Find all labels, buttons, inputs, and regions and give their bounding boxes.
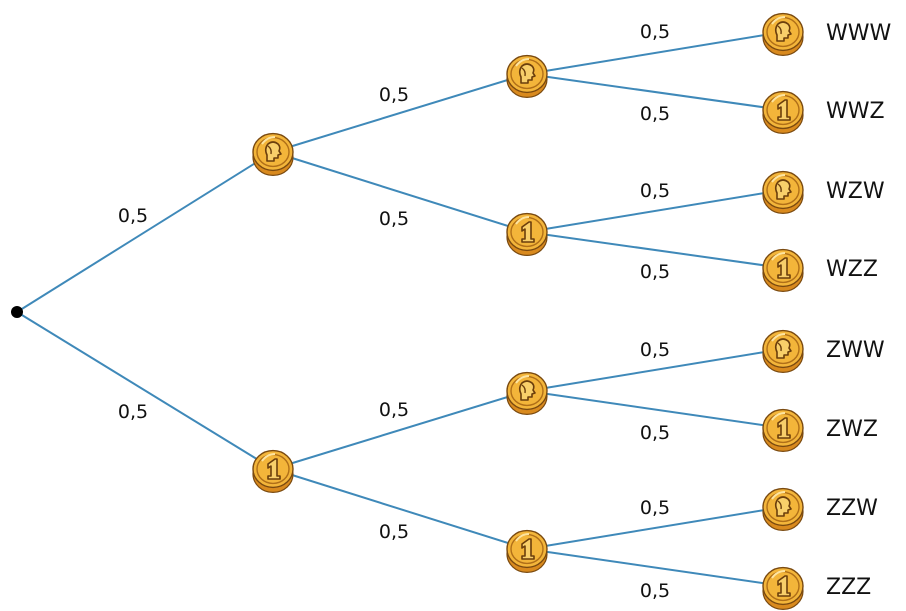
edge-level3-3: [526, 189, 784, 233]
outcome-label-7: ZZW: [826, 496, 878, 521]
outcome-label-2: WWZ: [826, 99, 885, 124]
coin-level2-4: [506, 529, 548, 573]
coin-tails-icon: [521, 538, 535, 560]
outcome-label-8: ZZZ: [826, 575, 871, 600]
root-node: [11, 306, 23, 318]
outcome-label-1: WWW: [826, 21, 892, 46]
edge-level3-1: [526, 31, 784, 75]
coin-tails-icon: [267, 458, 281, 480]
coin-level3-2: [762, 90, 804, 134]
outcome-label-6: ZWZ: [826, 417, 878, 442]
coin-nodes: [252, 12, 804, 610]
edge-level3-6: [526, 390, 784, 429]
outcome-label-4: WZZ: [826, 257, 878, 282]
probability-label-level1-1: 0,5: [118, 205, 148, 227]
coin-level3-1: [762, 12, 804, 56]
probability-label-level3-8: 0,5: [640, 580, 670, 602]
edge-level3-8: [526, 548, 784, 587]
coin-level1-2: [252, 449, 294, 494]
coin-level3-3: [762, 170, 804, 215]
coin-tails-icon: [777, 99, 791, 121]
coin-level3-4: [762, 248, 804, 293]
probability-label-level2-2: 0,5: [379, 208, 409, 230]
edge-level3-4: [526, 231, 784, 269]
coin-level3-5: [762, 329, 804, 374]
coin-level2-2: [506, 212, 548, 257]
coin-level3-7: [762, 487, 804, 532]
edge-level1-1: [16, 151, 274, 313]
coin-level3-8: [762, 566, 804, 610]
edge-level2-4: [272, 468, 528, 550]
coin-level3-6: [762, 408, 804, 453]
coin-heads-icon: [518, 380, 536, 401]
probability-label-level1-2: 0,5: [118, 401, 148, 423]
coin-heads-icon: [774, 179, 792, 200]
probability-label-level2-3: 0,5: [379, 399, 409, 421]
edge-level3-2: [526, 73, 784, 111]
coin-heads-icon: [774, 338, 792, 359]
coin-tails-icon: [777, 257, 791, 279]
coin-heads-icon: [518, 63, 536, 84]
probability-label-level2-4: 0,5: [379, 521, 409, 543]
coin-tails-icon: [777, 417, 791, 439]
probability-label-level3-5: 0,5: [640, 339, 670, 361]
coin-level2-3: [506, 371, 548, 416]
edge-level2-3: [272, 390, 528, 470]
tree-edges: [16, 31, 784, 587]
coin-heads-icon: [264, 141, 282, 162]
probability-label-level3-3: 0,5: [640, 180, 670, 202]
probability-label-level3-1: 0,5: [640, 21, 670, 43]
outcome-label-5: ZWW: [826, 338, 885, 363]
outcome-label-3: WZW: [826, 179, 885, 204]
coin-tails-icon: [777, 575, 791, 597]
coin-heads-icon: [774, 21, 792, 42]
probability-label-level3-6: 0,5: [640, 422, 670, 444]
probability-label-level3-2: 0,5: [640, 103, 670, 125]
probability-label-level3-4: 0,5: [640, 261, 670, 283]
coin-level1-1: [252, 132, 294, 177]
coin-tails-icon: [521, 221, 535, 243]
coin-level2-1: [506, 54, 548, 98]
edge-level2-2: [272, 151, 528, 233]
probability-labels: 0,5 0,5 0,5 0,5 0,5 0,5 0,5 0,5 0,5 0,5 0,5 0,5 0,5 0…: [118, 21, 670, 602]
outcome-labels: WWW WWZ WZW WZZ ZWW ZWZ ZZW ZZZ: [826, 21, 892, 600]
edge-level2-1: [272, 73, 528, 153]
probability-label-level3-7: 0,5: [640, 497, 670, 519]
edge-level3-7: [526, 506, 784, 550]
edge-level1-2: [16, 311, 274, 470]
probability-label-level2-1: 0,5: [379, 84, 409, 106]
coin-heads-icon: [774, 496, 792, 517]
edge-level3-5: [526, 348, 784, 392]
